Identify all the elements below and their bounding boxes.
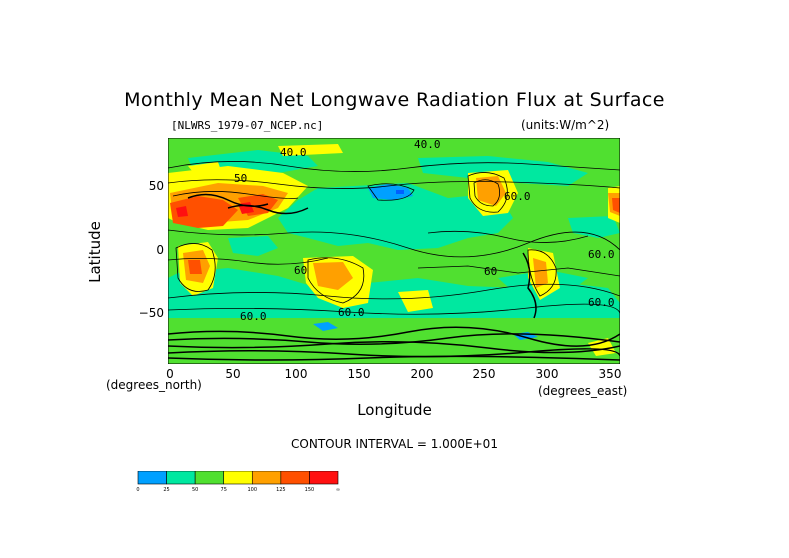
colorbar-swatch [280, 471, 310, 485]
x-tick: 100 [284, 367, 308, 381]
y-tick: 0 [156, 243, 164, 257]
colorbar-swatch [251, 471, 282, 485]
contour-label: 40.0 [280, 146, 307, 159]
colorbar-tick: 75 [220, 487, 227, 493]
colorbar-tick: 125 [276, 487, 286, 493]
contour-label: 60.0 [338, 306, 365, 319]
contour-label: 50 [234, 172, 247, 185]
contour-label: 40.0 [414, 138, 441, 151]
colorbar-tick: 150 [304, 487, 315, 493]
y-tick: 50 [148, 179, 164, 193]
x-tick: 50 [225, 367, 241, 381]
x-axis-label: Longitude [357, 401, 432, 419]
contour-label: 60.0 [588, 248, 615, 261]
y-axis-label: Latitude [85, 221, 104, 283]
x-tick: 0 [166, 367, 174, 381]
colorbar-tick: ∞ [335, 487, 341, 493]
colorbar-tick: 0 [136, 487, 140, 493]
contour-map: 40.0 50 60.0 60 60.0 60.0 60 60.0 40.0 6… [168, 138, 620, 364]
contour-label: 60.0 [240, 310, 267, 323]
contour-label: 60 [294, 264, 307, 277]
contour-lines [168, 161, 620, 315]
y-tick: −50 [138, 306, 164, 320]
colorbar-tick: 25 [163, 487, 170, 493]
x-tick: 150 [347, 367, 371, 381]
colorbar-swatch [137, 471, 167, 485]
polar-contour-bands [168, 193, 620, 361]
contour-label: 60.0 [504, 190, 531, 203]
contour-label: 60.0 [588, 296, 615, 309]
x-tick: 300 [535, 367, 559, 381]
x-tick: 200 [410, 367, 434, 381]
colorbar-tick: 50 [191, 487, 199, 493]
contour-label-group: 40.0 50 60.0 60 60.0 60.0 60 60.0 40.0 6… [234, 138, 615, 323]
x-unit-label: (degrees_east) [538, 384, 628, 398]
units-label: (units:W/m^2) [521, 118, 610, 132]
dataset-filename: [NLWRS_1979-07_NCEP.nc] [171, 119, 324, 132]
colorbar-swatch [309, 471, 339, 485]
y-unit-label: (degrees_north) [106, 378, 202, 392]
colorbar-swatch [223, 471, 253, 485]
contour-interval-text: CONTOUR INTERVAL = 1.000E+01 [291, 437, 498, 451]
colorbar [137, 471, 339, 485]
colorbar-swatch [166, 471, 196, 485]
colorbar-swatch [194, 471, 225, 485]
colorbar-tick: 100 [247, 487, 258, 493]
contour-label: 60 [484, 265, 497, 278]
x-tick: 250 [472, 367, 496, 381]
map-title: Monthly Mean Net Longwave Radiation Flux… [124, 89, 665, 111]
x-tick: 350 [598, 367, 622, 381]
